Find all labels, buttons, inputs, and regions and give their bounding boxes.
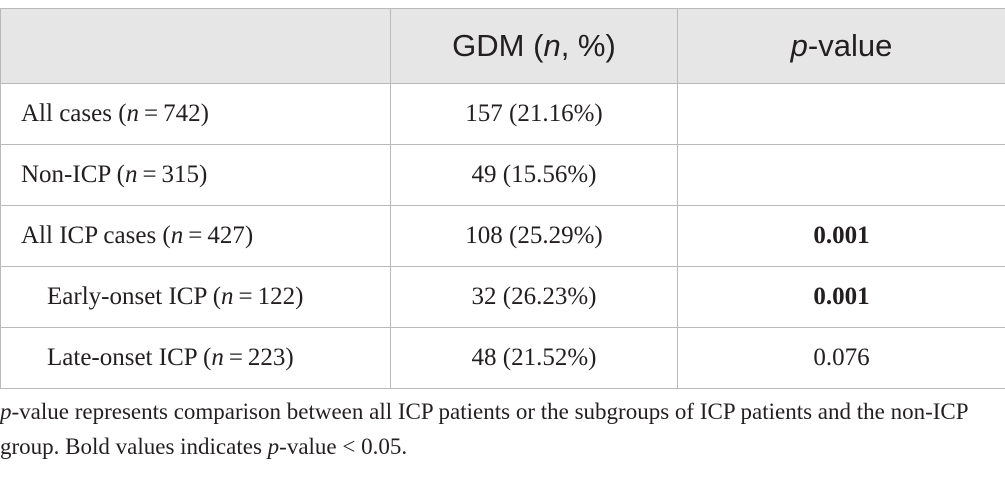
row-gdm: 48 (21.52%) (390, 327, 678, 389)
header-row: GDM (n, %) p-value (0, 8, 1005, 84)
row-n-value: = 223) (223, 344, 294, 371)
row-n-var: n (211, 344, 224, 371)
row-p-value (677, 144, 1005, 206)
row-p-value: 0.001 (677, 205, 1005, 267)
row-n-value: = 742) (139, 100, 209, 127)
gdm-table: GDM (n, %) p-value All cases (n = 742) 1… (0, 8, 1005, 389)
table-row: All cases (n = 742) 157 (21.16%) (0, 83, 1005, 145)
row-label-text: Late-onset ICP ( (47, 344, 212, 371)
header-gdm: GDM (n, %) (390, 8, 678, 84)
header-gdm-n: n (543, 28, 561, 63)
row-label: All ICP cases (n = 427) (0, 205, 391, 267)
table-footnote: p-value represents comparison between al… (0, 394, 1005, 464)
table-row: Late-onset ICP (n = 223) 48 (21.52%) 0.0… (0, 327, 1005, 389)
row-label-text: Early-onset ICP ( (47, 283, 222, 310)
row-p-value (677, 83, 1005, 145)
row-n-value: = 427) (183, 222, 254, 249)
header-p-italic: p (790, 28, 808, 63)
header-gdm-suffix: , %) (560, 28, 616, 63)
row-label: Early-onset ICP (n = 122) (0, 266, 391, 328)
footnote-text2: -value < 0.05. (279, 434, 408, 459)
row-n-var: n (170, 222, 184, 249)
header-blank-cell (0, 8, 391, 84)
footnote-text1: -value represents comparison between all… (0, 399, 968, 459)
row-p-value: 0.001 (677, 266, 1005, 328)
row-n-var: n (124, 161, 138, 188)
row-label-text: All cases ( (21, 100, 127, 127)
row-label: All cases (n = 742) (0, 83, 391, 145)
header-p-rest: -value (807, 28, 893, 63)
row-gdm: 32 (26.23%) (390, 266, 678, 328)
row-gdm: 49 (15.56%) (390, 144, 678, 206)
row-gdm: 157 (21.16%) (390, 83, 678, 145)
row-n-value: = 122) (233, 283, 304, 310)
table-row: Early-onset ICP (n = 122) 32 (26.23%) 0.… (0, 266, 1005, 328)
row-label-text: Non-ICP ( (21, 161, 125, 188)
row-label-text: All ICP cases ( (21, 222, 171, 249)
header-gdm-prefix: GDM ( (452, 28, 544, 63)
row-label: Late-onset ICP (n = 223) (0, 327, 391, 389)
table-row: Non-ICP (n = 315) 49 (15.56%) (0, 144, 1005, 206)
row-n-var: n (221, 283, 234, 310)
table-row: All ICP cases (n = 427) 108 (25.29%) 0.0… (0, 205, 1005, 267)
row-n-value: = 315) (137, 161, 208, 188)
footnote-p1: p (0, 399, 12, 424)
header-p-value: p-value (677, 8, 1005, 84)
row-label: Non-ICP (n = 315) (0, 144, 391, 206)
row-gdm: 108 (25.29%) (390, 205, 678, 267)
row-n-var: n (126, 100, 140, 127)
row-p-value: 0.076 (677, 327, 1005, 389)
footnote-p2: p (267, 434, 280, 459)
